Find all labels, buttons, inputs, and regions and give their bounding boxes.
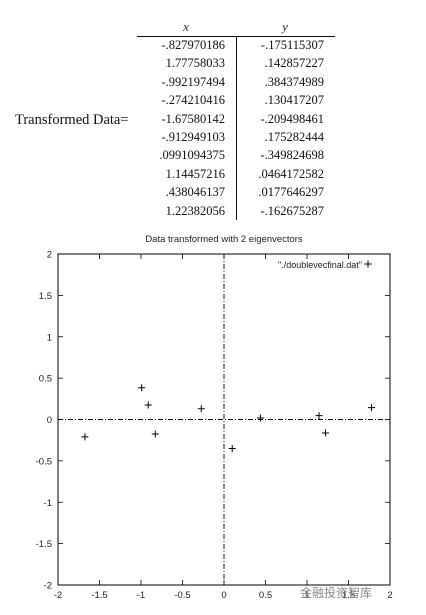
x-tick-label: 1 [304,590,309,601]
y-tick-label: -1.5 [36,539,52,550]
table-cell-x: -1.67580142 [161,111,225,126]
x-tick-label: -1 [137,590,145,601]
chart-title: Data transformed with 2 eigenvectors [145,234,303,245]
table-cell-y: .130417207 [264,93,324,108]
data-point [368,404,376,412]
x-tick-label: -0.5 [174,590,190,601]
data-point [144,401,152,409]
x-tick-label: -1.5 [91,590,107,601]
table-cell-x: .0991094375 [159,148,225,163]
data-point [138,384,146,392]
table-cell-x: .438046137 [165,185,225,200]
table-cell-y: .384374989 [264,74,324,89]
data-point [151,430,159,438]
scatter-chart: Data transformed with 2 eigenvectors -2 -1… [36,234,393,601]
data-point [228,444,236,452]
y-tick-label: -0.5 [36,456,52,467]
y-tick-label: 1.5 [39,291,52,302]
table-cell-y: .142857227 [264,56,324,71]
table-cell-y: -.175115307 [260,38,324,52]
data-point [315,412,323,420]
column-header-x: x [183,19,189,34]
data-point [197,405,205,413]
x-tick-label: 0 [221,590,226,601]
data-point [256,414,264,422]
legend-label: "./doublevecfinal.dat" [278,260,362,270]
table-label: Transformed Data= [15,112,129,128]
x-tick-label: 1.5 [342,590,355,601]
data-point [81,433,89,441]
transformed-data-table: Transformed Data= x y -.827970186 -.17511… [0,0,426,230]
table-cell-y: .0177646297 [258,185,324,200]
x-tick-label: -2 [54,590,62,601]
table-cell-y: -.349824698 [260,148,324,163]
table-cell-y: -.162675287 [260,203,324,218]
table-cell-x: -.992197494 [161,74,225,89]
data-point [322,429,330,437]
table-cell-x: 1.77758033 [165,56,225,71]
table-cell-x: -.274210416 [161,93,225,108]
table-cell-x: -.827970186 [161,38,225,52]
legend-marker [364,260,372,268]
watermark-text: 金融投资智库 [300,586,373,600]
y-tick-label: -1 [44,498,52,509]
table-cell-x: -.912949103 [161,130,225,144]
x-tick-label: 2 [387,590,392,601]
y-tick-label: 2 [47,250,52,261]
y-tick-label: 0 [47,415,52,426]
table-cell-y: -.209498461 [260,111,324,126]
column-divider [236,36,237,220]
column-header-y: y [282,19,288,34]
y-tick-label: -2 [44,581,52,592]
table-cell-x: 1.22382056 [165,203,225,218]
table-cell-y: .175282444 [264,130,324,144]
table-cell-x: 1.14457216 [165,166,225,181]
y-tick-label: 0.5 [39,374,52,385]
table-cell-y: .0464172582 [258,166,324,181]
x-tick-label: 0.5 [259,590,272,601]
y-tick-label: 1 [47,332,52,343]
